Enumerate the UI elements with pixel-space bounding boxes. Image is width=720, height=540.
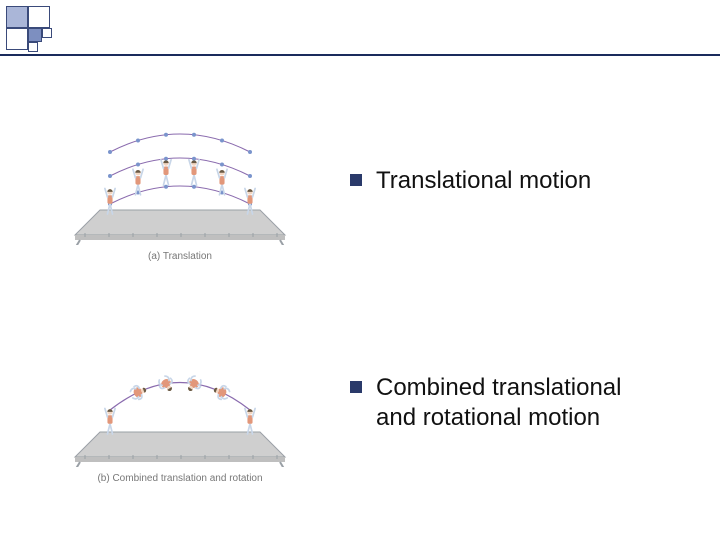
slide-content: (a) Translation Translational motion (b)… (60, 100, 680, 484)
header-rule (0, 54, 720, 56)
bullet-text: Translational motion (376, 166, 591, 196)
figure-combined: (b) Combined translation and rotation (60, 322, 300, 484)
bullet-marker-icon (350, 381, 362, 393)
caption-b: (b) Combined translation and rotation (97, 473, 262, 484)
figure-combined-svg (60, 322, 300, 467)
row-translation: (a) Translation Translational motion (60, 100, 680, 262)
bullet-marker-icon (350, 174, 362, 186)
caption-a: (a) Translation (148, 251, 212, 262)
corner-decoration (6, 6, 96, 56)
bullet-translation: Translational motion (350, 166, 591, 196)
figure-translation-svg (60, 100, 300, 245)
figure-translation: (a) Translation (60, 100, 300, 262)
row-combined: (b) Combined translation and rotation Co… (60, 322, 680, 484)
bullet-text: Combined translational and rotational mo… (376, 373, 650, 433)
bullet-combined: Combined translational and rotational mo… (350, 373, 650, 433)
